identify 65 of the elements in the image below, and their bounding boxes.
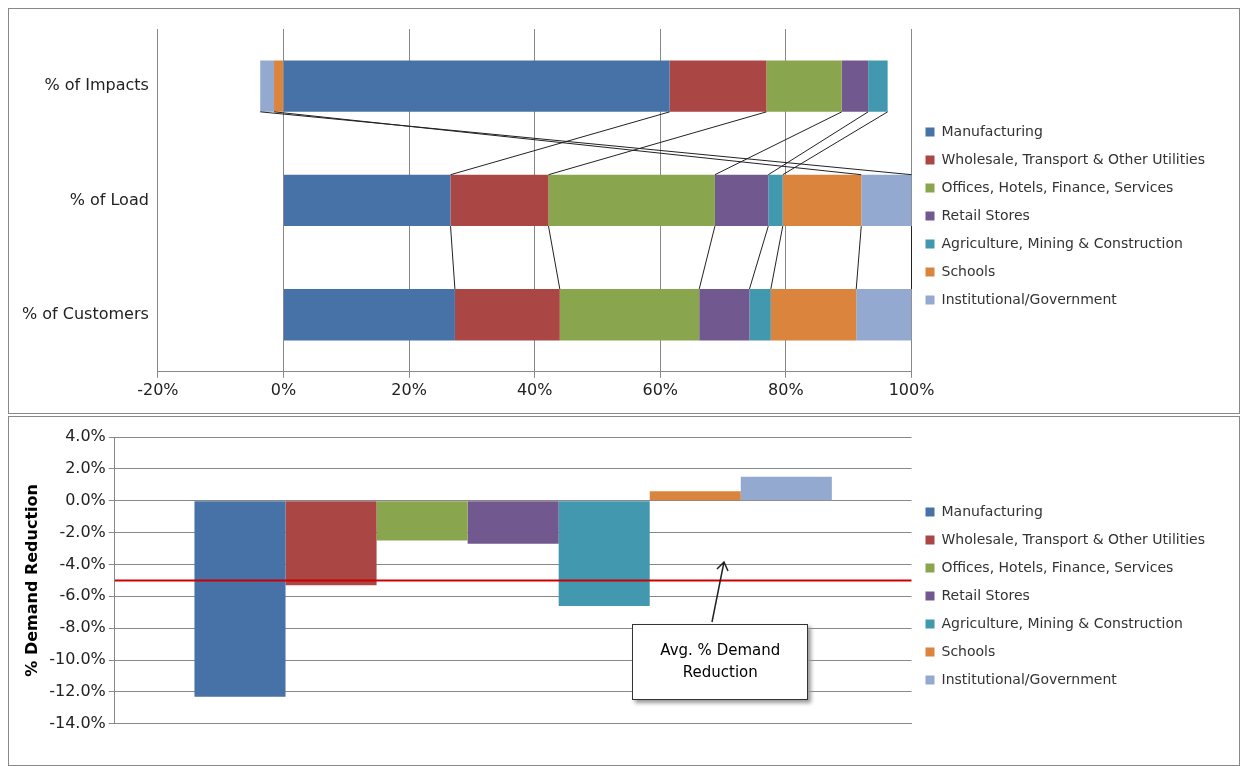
bar <box>861 174 912 227</box>
legend-label: Offices, Hotels, Finance, Services <box>941 558 1174 575</box>
bar <box>841 60 869 112</box>
bar <box>768 174 783 227</box>
legend-label: Wholesale, Transport & Other Utilities <box>941 150 1205 167</box>
legend-label: Retail Stores <box>941 586 1030 603</box>
x-tick-label: 20% <box>391 379 427 399</box>
bar <box>376 501 468 541</box>
bar <box>274 60 283 112</box>
y-tick-label: 0.0% <box>65 489 106 509</box>
y-tick-label: -4.0% <box>59 553 106 573</box>
legend-label: Schools <box>941 642 996 659</box>
y-tick-label: -10.0% <box>49 649 106 669</box>
y-tick-label: % of Customers <box>21 303 149 323</box>
x-tick-label: 80% <box>768 379 804 399</box>
callout-box: Avg. % Demand Reduction <box>632 624 809 701</box>
y-tick-label: -2.0% <box>59 521 106 541</box>
legend-label: Offices, Hotels, Finance, Services <box>941 178 1174 195</box>
bar <box>260 60 275 112</box>
legend-label: Schools <box>941 262 996 279</box>
bar <box>285 501 377 586</box>
bar <box>740 476 832 501</box>
y-tick-label: -8.0% <box>59 617 106 637</box>
y-tick-label: -12.0% <box>49 681 106 701</box>
bar <box>766 60 842 112</box>
y-tick-label: -14.0% <box>49 712 106 732</box>
legend-label: Agriculture, Mining & Construction <box>941 234 1183 251</box>
bar <box>283 174 451 227</box>
bar <box>283 60 670 112</box>
bar <box>770 288 857 341</box>
bar <box>559 288 700 341</box>
bar <box>856 288 912 341</box>
legend-label: Wholesale, Transport & Other Utilities <box>941 530 1205 547</box>
x-tick-label: -20% <box>137 379 179 399</box>
bar <box>714 174 769 227</box>
bar <box>450 174 549 227</box>
x-tick-label: 0% <box>270 379 297 399</box>
y-tick-label: 2.0% <box>65 458 106 478</box>
bar <box>454 288 560 341</box>
x-tick-label: 100% <box>888 379 935 399</box>
legend-label: Manufacturing <box>941 502 1043 519</box>
legend-label: Manufacturing <box>941 122 1043 139</box>
x-tick-label: 60% <box>642 379 679 399</box>
annotation: Avg. % Demand Reduction <box>660 641 781 682</box>
bar <box>558 501 650 606</box>
bar <box>669 60 767 112</box>
bar <box>782 174 862 227</box>
bar <box>868 60 888 112</box>
x-tick-label: 40% <box>516 379 553 399</box>
bar <box>194 501 286 697</box>
bar <box>548 174 715 227</box>
bar <box>749 288 771 341</box>
y-tick-label: % of Load <box>69 189 149 209</box>
bar <box>699 288 750 341</box>
legend-label: Agriculture, Mining & Construction <box>941 614 1183 631</box>
y-axis-title: % Demand Reduction <box>21 484 41 677</box>
bar <box>467 501 559 544</box>
bar <box>649 491 741 501</box>
bar <box>283 288 455 341</box>
legend-label: Retail Stores <box>941 206 1030 223</box>
legend-label: Institutional/Government <box>941 670 1118 687</box>
y-tick-label: -6.0% <box>59 585 106 605</box>
y-tick-label: % of Impacts <box>44 75 149 95</box>
legend-label: Institutional/Government <box>941 290 1118 307</box>
y-tick-label: 4.0% <box>65 426 106 446</box>
